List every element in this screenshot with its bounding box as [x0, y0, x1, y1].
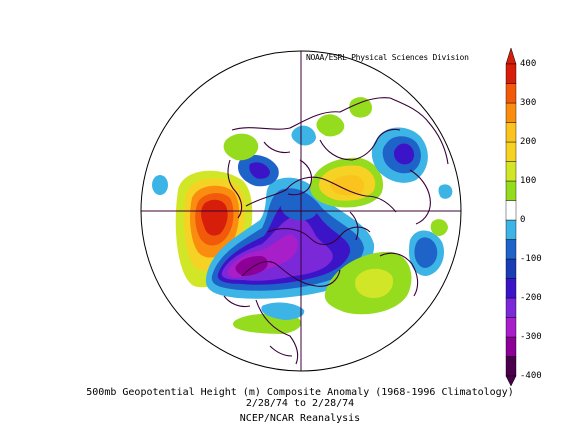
- anomaly-pacific-negative-small: [152, 175, 168, 195]
- credit-text: NOAA/ESRL Physical Sciences Division: [306, 53, 469, 62]
- anomaly-atlantic-positive: [324, 251, 412, 315]
- colorbar-segment: [505, 219, 517, 240]
- colorbar-segment: [505, 122, 517, 143]
- colorbar-tick-label: -100: [520, 254, 542, 264]
- anomaly-far-right-blue: [438, 184, 453, 199]
- anomaly-arctic-negative-core: [249, 162, 270, 179]
- anomaly-top-green-left: [223, 133, 259, 161]
- polar-map: [140, 50, 462, 372]
- caption-title: 500mb Geopotential Height (m) Composite …: [86, 387, 514, 398]
- colorbar-tick-label: -300: [520, 332, 542, 342]
- colorbar-segment: [505, 141, 517, 162]
- map-boundary: [140, 50, 462, 372]
- colorbar-segment: [505, 317, 517, 338]
- colorbar-segment: [505, 200, 517, 221]
- anomaly-europe-negative: [371, 127, 428, 183]
- colorbar-bottom-arrow: [505, 375, 517, 386]
- colorbar-top-arrow: [505, 47, 517, 65]
- anomaly-bottom-blue: [261, 302, 305, 320]
- anomaly-east-negative: [408, 230, 445, 276]
- colorbar-segment: [505, 161, 517, 182]
- colorbar-segment: [505, 278, 517, 299]
- colorbar-segment: [505, 336, 517, 357]
- colorbar-tick-label: 400: [520, 59, 537, 69]
- anomaly-north-america-negative: [205, 177, 375, 299]
- anomaly-central-blue: [280, 198, 317, 221]
- anomaly-siberia-positive: [310, 157, 384, 208]
- colorbar-tick-label: 100: [520, 176, 537, 186]
- colorbar-segment: [505, 180, 517, 201]
- colorbar-segment: [505, 102, 517, 123]
- colorbar-segment: [505, 297, 517, 318]
- anomaly-far-right-green: [430, 219, 448, 236]
- caption-date-range: 2/28/74 to 2/28/74: [245, 398, 355, 409]
- coastlines: [223, 97, 449, 365]
- colorbar: [505, 47, 517, 386]
- colorbar-tick-label: 300: [520, 98, 537, 108]
- colorbar-tick-label: -200: [520, 293, 542, 303]
- anomaly-top-green-mid: [316, 114, 345, 137]
- anomaly-top-green-right: [349, 97, 372, 118]
- colorbar-tick-label: 0: [520, 215, 526, 225]
- colorbar-segment: [505, 83, 517, 104]
- colorbar-segment: [505, 356, 517, 377]
- anomaly-top-blue: [291, 125, 316, 146]
- colorbar-segment: [505, 239, 517, 260]
- colorbar-tick-label: -400: [520, 371, 542, 381]
- caption-dataset: NCEP/NCAR Reanalysis: [239, 413, 361, 424]
- colorbar-tick-label: 200: [520, 137, 537, 147]
- colorbar-segment: [505, 63, 517, 84]
- colorbar-segment: [505, 258, 517, 279]
